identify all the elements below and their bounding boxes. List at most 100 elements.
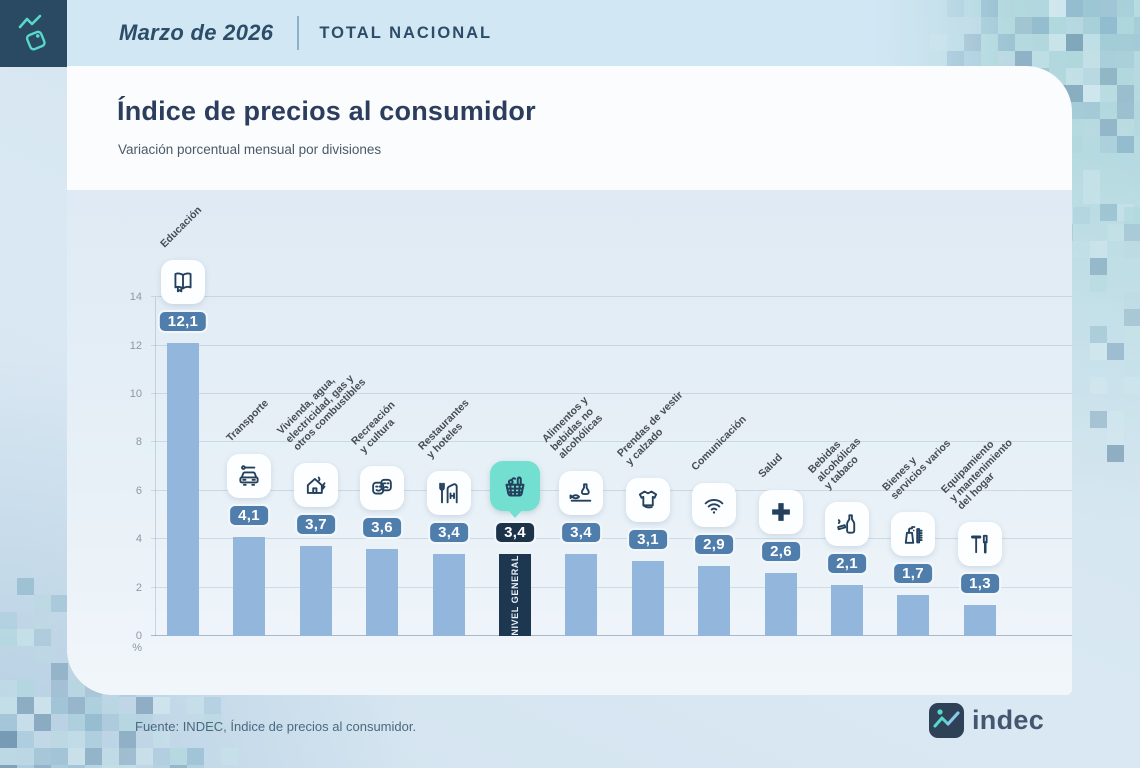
chart-panel: % 0 2 4 6 8 10 12 14 12,1 Educación 4,1 Transporte 3…: [67, 190, 1072, 695]
mosaic-square: [1117, 136, 1134, 153]
mosaic-square: [1100, 204, 1117, 221]
mosaic-square: [1032, 51, 1049, 68]
mosaic-square: [68, 697, 85, 714]
mosaic-square: [17, 629, 34, 646]
bar: [698, 566, 730, 636]
mosaic-square: [34, 765, 51, 768]
category-label: Salud: [756, 450, 785, 480]
mosaic-square: [1124, 377, 1140, 394]
mosaic-square: [170, 765, 187, 768]
scope-label: TOTAL NACIONAL: [319, 23, 493, 42]
mosaic-square: [17, 697, 34, 714]
bottle-tobacco-icon: [825, 502, 869, 546]
mosaic-square: [1083, 17, 1100, 34]
mosaic-square: [1083, 102, 1100, 119]
mosaic-square: [1073, 241, 1090, 258]
gridline: [151, 441, 1072, 443]
mosaic-square: [1134, 34, 1140, 51]
mosaic-square: [1107, 428, 1124, 445]
gridline: [151, 489, 1072, 491]
mosaic-square: [1073, 207, 1090, 224]
value-badge: 3,6: [361, 516, 403, 539]
mosaic-square: [85, 714, 102, 731]
bar: [565, 554, 597, 636]
mosaic-square: [1117, 34, 1134, 51]
bar: [964, 605, 996, 636]
mosaic-square: [1134, 102, 1140, 119]
mosaic-square: [0, 748, 17, 765]
mosaic-square: [1117, 119, 1134, 136]
mosaic-square: [1107, 224, 1124, 241]
mosaic-square: [1090, 377, 1107, 394]
mosaic-square: [85, 731, 102, 748]
mosaic-square: [0, 765, 17, 768]
mosaic-square: [51, 697, 68, 714]
mosaic-square: [85, 697, 102, 714]
mosaic-square: [85, 748, 102, 765]
mosaic-square: [204, 697, 221, 714]
y-axis-tick: 0: [135, 630, 142, 642]
mosaic-square: [1100, 0, 1117, 17]
mosaic-square: [136, 697, 153, 714]
mosaic-square: [1100, 51, 1117, 68]
value-badge: 1,3: [959, 572, 1001, 595]
value-badge: 3,7: [295, 513, 337, 536]
page-subtitle: Variación porcentual mensual por divisio…: [118, 142, 382, 157]
mosaic-square: [68, 748, 85, 765]
value-badge: 3,4: [560, 521, 602, 544]
bar: [897, 595, 929, 636]
mosaic-square: [51, 595, 68, 612]
theater-masks-icon: [360, 466, 404, 510]
book-icon: [161, 260, 205, 304]
tshirt-icon: [626, 478, 670, 522]
y-axis-tick: 2: [135, 581, 142, 594]
mosaic-square: [153, 748, 170, 765]
mosaic-square: [1134, 85, 1140, 102]
shopping-basket-icon: [490, 461, 540, 511]
y-axis-tick: 8: [135, 436, 142, 449]
category-label: Comunicación: [689, 413, 749, 473]
health-cross-icon: [759, 490, 803, 534]
mosaic-square: [1100, 85, 1117, 102]
mosaic-square: [1117, 17, 1134, 34]
bar: [167, 343, 199, 636]
mosaic-square: [51, 680, 68, 697]
mosaic-square: [34, 612, 51, 629]
mosaic-square: [187, 765, 204, 768]
food-beverages-icon: [559, 471, 603, 515]
bar: [831, 585, 863, 636]
mosaic-square: [221, 748, 238, 765]
mosaic-square: [1124, 207, 1140, 224]
category-label: Alimentos y bebidas no alcohólicas: [539, 393, 606, 461]
mosaic-square: [1066, 0, 1083, 17]
mosaic-square: [1032, 17, 1049, 34]
mosaic-square: [1117, 102, 1134, 119]
header-band: Marzo de 2026 TOTAL NACIONAL: [67, 0, 1012, 66]
mosaic-square: [34, 731, 51, 748]
mosaic-square: [1134, 17, 1140, 34]
mosaic-square: [1066, 17, 1083, 34]
mosaic-square: [1083, 187, 1100, 204]
mosaic-square: [51, 748, 68, 765]
footer-source: Fuente: INDEC, Índice de precios al cons…: [135, 719, 417, 734]
bar: [433, 554, 465, 636]
mosaic-square: [102, 714, 119, 731]
brand-square: [0, 0, 67, 67]
bar: [300, 546, 332, 636]
mosaic-square: [187, 697, 204, 714]
mosaic-square: [1083, 119, 1100, 136]
value-badge: 1,7: [892, 562, 934, 585]
mosaic-square: [1100, 34, 1117, 51]
mosaic-square: [153, 697, 170, 714]
mosaic-square: [1134, 136, 1140, 153]
mosaic-square: [1090, 343, 1107, 360]
mosaic-square: [136, 748, 153, 765]
mosaic-square: [17, 680, 34, 697]
car-repair-icon: [227, 454, 271, 498]
value-badge: 3,1: [627, 528, 669, 551]
mosaic-square: [204, 714, 221, 731]
y-axis-unit-label: %: [132, 642, 142, 654]
category-label: Transporte: [224, 396, 272, 444]
mosaic-square: [68, 714, 85, 731]
mosaic-square: [1015, 17, 1032, 34]
